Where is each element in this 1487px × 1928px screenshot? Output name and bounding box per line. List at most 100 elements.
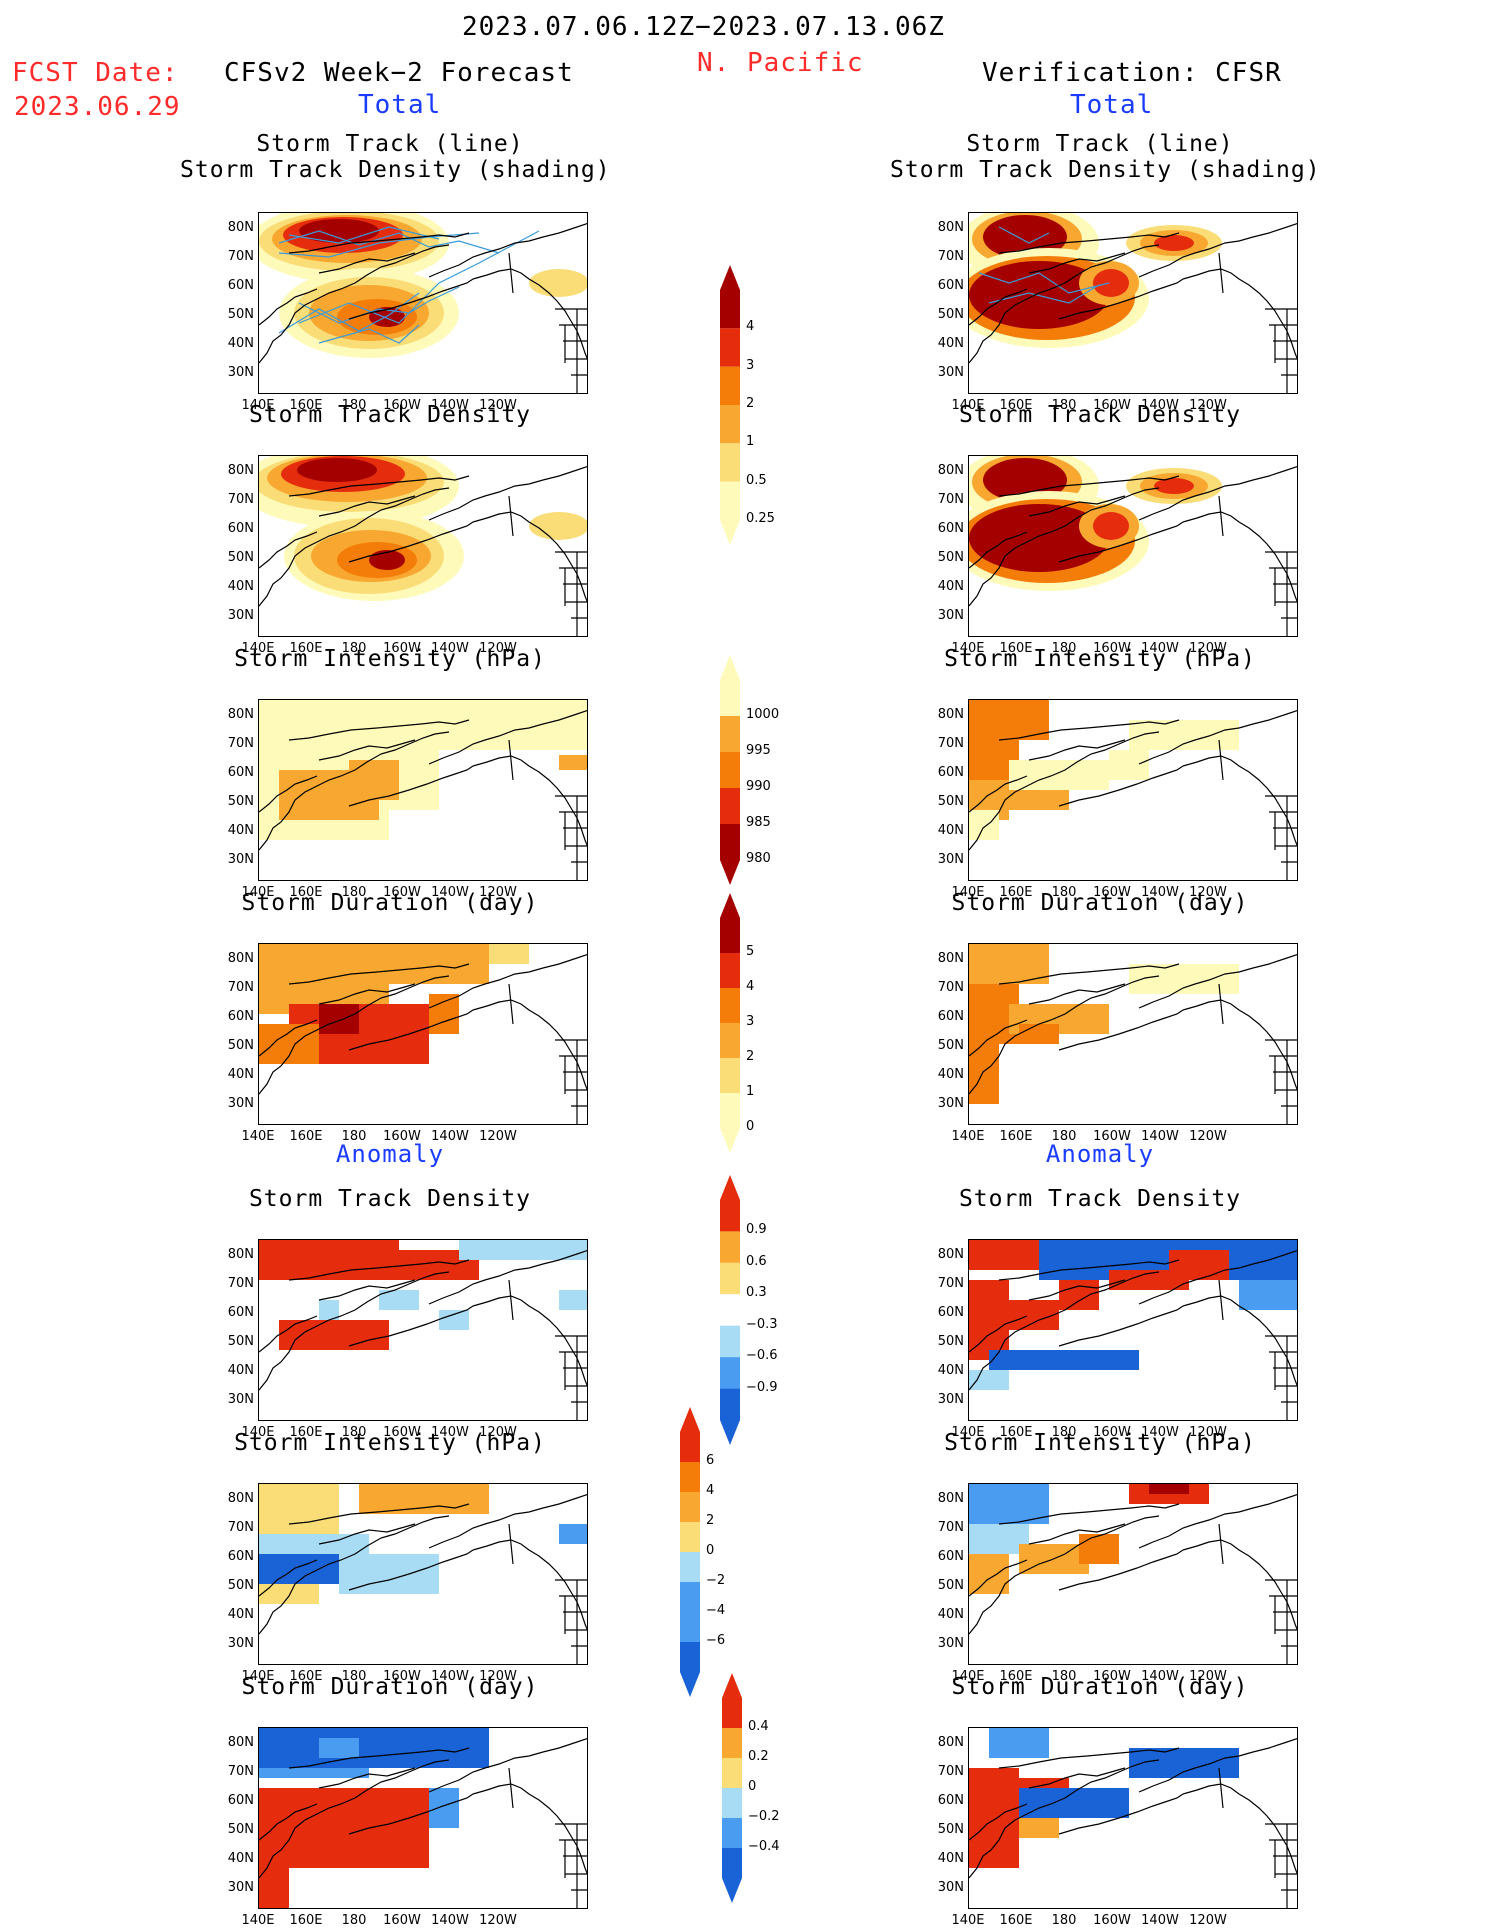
coastline xyxy=(969,1738,1297,1908)
lat-tick-label: 30N xyxy=(227,1096,254,1111)
colorbar-label: 0.4 xyxy=(748,1719,769,1734)
right-anom-density-title: Storm Track Density xyxy=(958,1186,1242,1212)
lat-tick-label: 40N xyxy=(937,336,964,351)
lon-tick-label: 160W xyxy=(1093,1669,1131,1684)
colorbar-label: −0.2 xyxy=(748,1809,780,1824)
lat-tick-label: 60N xyxy=(227,1549,254,1564)
lon-tick-label: 120W xyxy=(479,885,517,900)
lon-tick-label: 160W xyxy=(383,398,421,413)
colorbar-label: 985 xyxy=(746,815,771,830)
lat-tick-label: 40N xyxy=(227,579,254,594)
lat-tick-label: 60N xyxy=(227,1305,254,1320)
lon-tick-label: 160E xyxy=(289,1425,323,1440)
colorbar-segment xyxy=(720,1294,740,1326)
density-total-colorbar xyxy=(718,265,742,549)
lon-tick-label: 120W xyxy=(479,398,517,413)
colorbar-segment xyxy=(680,1612,700,1642)
coastline xyxy=(259,954,587,1124)
lon-tick-label: 140E xyxy=(951,1129,985,1144)
right-track-title-2: Storm Track Density (shading) xyxy=(890,157,1321,183)
left-anom-duration-title: Storm Duration (day) xyxy=(241,1674,539,1700)
lat-tick-label: 40N xyxy=(227,336,254,351)
shade-cell xyxy=(1059,1280,1099,1310)
colorbar-segment xyxy=(720,443,740,482)
lon-tick-label: 160E xyxy=(999,1913,1033,1928)
lat-tick-label: 80N xyxy=(227,1735,254,1750)
lon-tick-label: 160W xyxy=(1093,1913,1131,1928)
lat-tick-label: 60N xyxy=(227,1793,254,1808)
colorbar-label: 0.3 xyxy=(746,1285,767,1301)
colorbar-label: 1 xyxy=(746,434,755,450)
colorbar-segment xyxy=(722,1818,742,1848)
lat-tick-label: 40N xyxy=(937,1851,964,1866)
shade-cell xyxy=(259,1584,319,1604)
shade-cell xyxy=(1149,1484,1189,1494)
lon-tick-label: 120W xyxy=(1189,1669,1227,1684)
shade-cell xyxy=(319,1738,359,1758)
left-duration-title: Storm Duration (day) xyxy=(241,890,539,916)
colorbar-label: 0 xyxy=(746,1119,755,1134)
lat-tick-label: 40N xyxy=(937,1067,964,1082)
fcst-date-value: 2023.06.29 xyxy=(14,92,181,122)
lon-tick-label: 140E xyxy=(241,1425,275,1440)
lat-tick-label: 50N xyxy=(937,307,964,322)
colorbar-label: −0.9 xyxy=(746,1379,778,1395)
lon-tick-label: 160W xyxy=(1093,885,1131,900)
duration-total-colorbar xyxy=(718,893,742,1157)
lon-tick-label: 180 xyxy=(1051,398,1077,413)
lat-tick-label: 60N xyxy=(937,1549,964,1564)
colorbar-segment xyxy=(680,1432,700,1462)
lon-tick-label: 180 xyxy=(341,1913,367,1928)
lat-tick-label: 70N xyxy=(937,249,964,264)
colorbar-segment xyxy=(720,1231,740,1263)
lon-tick-label: 180 xyxy=(341,1425,367,1440)
shade-cell xyxy=(1169,1250,1229,1280)
coastline xyxy=(259,223,587,393)
lat-tick-label: 60N xyxy=(937,1793,964,1808)
shade-cell xyxy=(1109,750,1149,780)
lat-tick-label: 70N xyxy=(227,736,254,751)
lon-tick-label: 160E xyxy=(999,641,1033,656)
rdens-map xyxy=(968,455,1298,637)
colorbar-label: 3 xyxy=(746,1014,755,1029)
lat-tick-label: 50N xyxy=(227,307,254,322)
lon-tick-label: 140W xyxy=(1141,1129,1179,1144)
shade-cell xyxy=(1129,1748,1239,1778)
shade-cell xyxy=(969,1370,1009,1390)
lon-tick-label: 140W xyxy=(1141,885,1179,900)
coastline xyxy=(969,466,1297,636)
lon-tick-label: 160W xyxy=(1093,398,1131,413)
lat-tick-label: 30N xyxy=(937,608,964,623)
shade-region xyxy=(529,269,587,297)
lon-tick-label: 160E xyxy=(289,641,323,656)
lat-tick-label: 70N xyxy=(227,492,254,507)
colorbar-segment xyxy=(680,1642,700,1672)
shade-cell xyxy=(969,1240,1039,1270)
colorbar-label: 990 xyxy=(746,779,771,794)
colorbar-label: 2 xyxy=(746,396,755,411)
lon-tick-label: 160E xyxy=(289,885,323,900)
lon-tick-label: 140E xyxy=(241,641,275,656)
lon-tick-label: 140E xyxy=(241,398,275,413)
colorbar-label: 2 xyxy=(746,1049,755,1064)
lon-tick-label: 160E xyxy=(999,1129,1033,1144)
lat-tick-label: 60N xyxy=(227,278,254,293)
shade-cell xyxy=(559,1524,587,1544)
ranomdur-map xyxy=(968,1727,1298,1909)
lat-tick-label: 30N xyxy=(937,852,964,867)
lon-tick-label: 140W xyxy=(1141,1425,1179,1440)
shade-region xyxy=(1154,478,1194,494)
right-anom-duration-title: Storm Duration (day) xyxy=(951,1674,1249,1700)
right-anom-intensity-title: Storm Intensity (hPa) xyxy=(944,1430,1256,1456)
shade-region xyxy=(529,512,587,540)
coastline xyxy=(259,466,587,636)
colorbar-segment xyxy=(680,1492,700,1522)
lat-tick-label: 50N xyxy=(937,550,964,565)
lat-tick-label: 80N xyxy=(227,1491,254,1506)
left-anomaly-label: Anomaly xyxy=(335,1140,445,1168)
left-anom-density-title: Storm Track Density xyxy=(248,1186,532,1212)
colorbar-label: 4 xyxy=(746,319,755,335)
colorbar-segment xyxy=(680,1552,700,1582)
lon-tick-label: 140E xyxy=(241,1129,275,1144)
shade-cell xyxy=(279,1320,389,1350)
